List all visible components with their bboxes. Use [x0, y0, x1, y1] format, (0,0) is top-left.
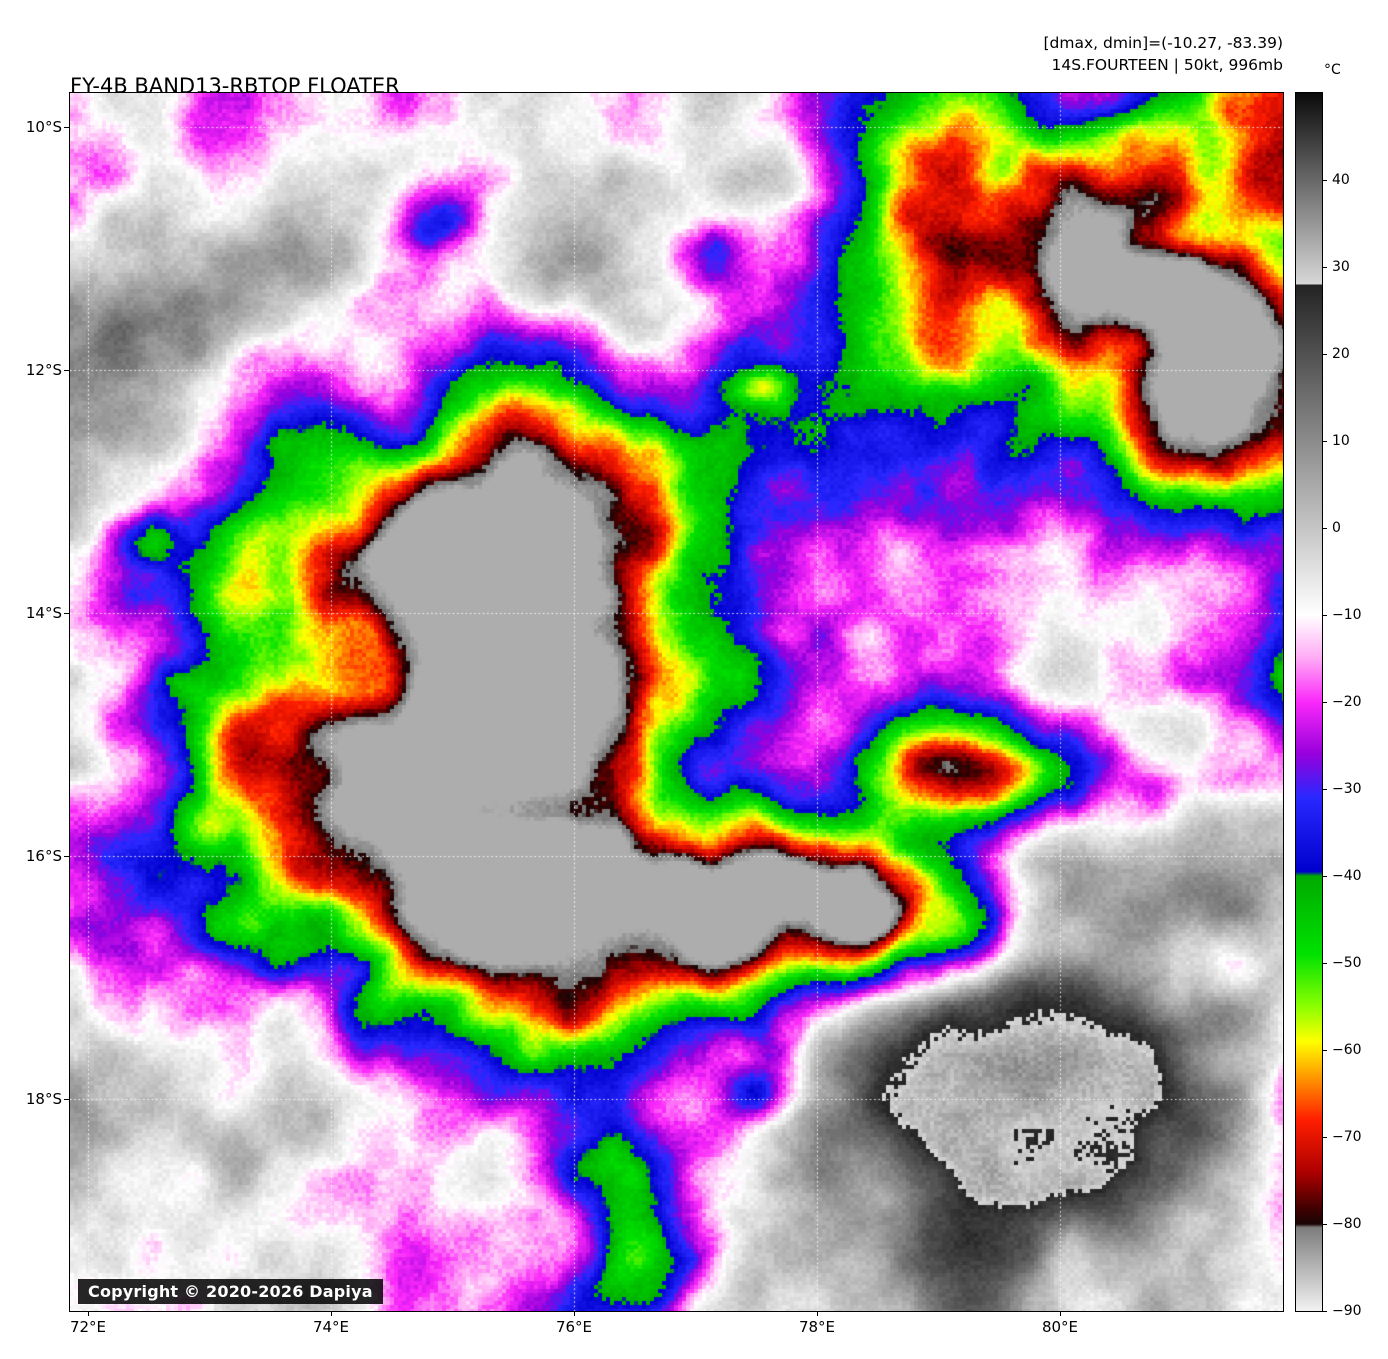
colorbar-tick-mark	[1322, 266, 1327, 268]
colorbar-tick-mark	[1322, 1310, 1327, 1312]
storm-info: 14S.FOURTEEN | 50kt, 996mb	[1051, 56, 1283, 75]
colorbar-tick-label: −20	[1332, 693, 1362, 710]
colorbar-tick-label: −60	[1332, 1041, 1362, 1058]
colorbar-tick-label: −30	[1332, 780, 1362, 797]
colorbar-tick-label: 40	[1332, 171, 1350, 188]
x-axis-tick-label: 80°E	[1041, 1318, 1079, 1336]
colorbar-tick-label: −90	[1332, 1302, 1362, 1319]
colorbar-tick-label: −40	[1332, 867, 1362, 884]
colorbar-tick-mark	[1322, 179, 1327, 181]
colorbar-tick-mark	[1322, 614, 1327, 616]
y-axis-tick-label: 12°S	[25, 360, 62, 379]
colorbar-tick-mark	[1322, 440, 1327, 442]
y-axis-tick-label: 18°S	[25, 1089, 62, 1108]
colorbar	[1295, 92, 1323, 1312]
x-axis-tick-mark	[816, 1311, 818, 1316]
colorbar-tick-label: 0	[1332, 519, 1341, 536]
satellite-ir-image	[70, 93, 1283, 1311]
x-axis-tick-mark	[330, 1311, 332, 1316]
x-axis-tick-label: 74°E	[312, 1318, 350, 1336]
colorbar-tick-label: 10	[1332, 432, 1350, 449]
x-axis-tick-label: 76°E	[555, 1318, 593, 1336]
colorbar-tick-mark	[1322, 701, 1327, 703]
colorbar-tick-mark	[1322, 1223, 1327, 1225]
x-axis-tick-label: 72°E	[69, 1318, 107, 1336]
y-axis-tick-mark	[64, 126, 69, 128]
colorbar-tick-mark	[1322, 1049, 1327, 1051]
colorbar-tick-mark	[1322, 962, 1327, 964]
colorbar-tick-label: −70	[1332, 1128, 1362, 1145]
colorbar-tick-label: −10	[1332, 606, 1362, 623]
x-axis-tick-mark	[573, 1311, 575, 1316]
y-axis-tick-mark	[64, 612, 69, 614]
colorbar-tick-label: 30	[1332, 258, 1350, 275]
colorbar-tick-mark	[1322, 788, 1327, 790]
copyright-label: Copyright © 2020-2026 Dapiya	[78, 1279, 383, 1304]
x-axis-tick-label: 78°E	[798, 1318, 836, 1336]
colorbar-tick-mark	[1322, 527, 1327, 529]
colorbar-tick-mark	[1322, 1136, 1327, 1138]
y-axis-tick-mark	[64, 855, 69, 857]
colorbar-tick-mark	[1322, 353, 1327, 355]
colorbar-tick-label: −80	[1332, 1215, 1362, 1232]
colorbar-tick-label: −50	[1332, 954, 1362, 971]
y-axis-tick-label: 10°S	[25, 117, 62, 136]
colorbar-unit-label: °C	[1324, 62, 1341, 78]
y-axis-tick-mark	[64, 1098, 69, 1100]
colorbar-tick-label: 20	[1332, 345, 1350, 362]
map-frame: Copyright © 2020-2026 Dapiya	[69, 92, 1284, 1312]
y-axis-tick-label: 16°S	[25, 846, 62, 865]
x-axis-tick-mark	[1059, 1311, 1061, 1316]
colorbar-tick-mark	[1322, 875, 1327, 877]
annotation-block: [dmax, dmin]=(-10.27, -83.39) 14S.FOURTE…	[1044, 32, 1284, 77]
dmax-dmin-readout: [dmax, dmin]=(-10.27, -83.39)	[1043, 34, 1284, 52]
y-axis-tick-mark	[64, 369, 69, 371]
x-axis-tick-mark	[87, 1311, 89, 1316]
y-axis-tick-label: 14°S	[25, 603, 62, 622]
